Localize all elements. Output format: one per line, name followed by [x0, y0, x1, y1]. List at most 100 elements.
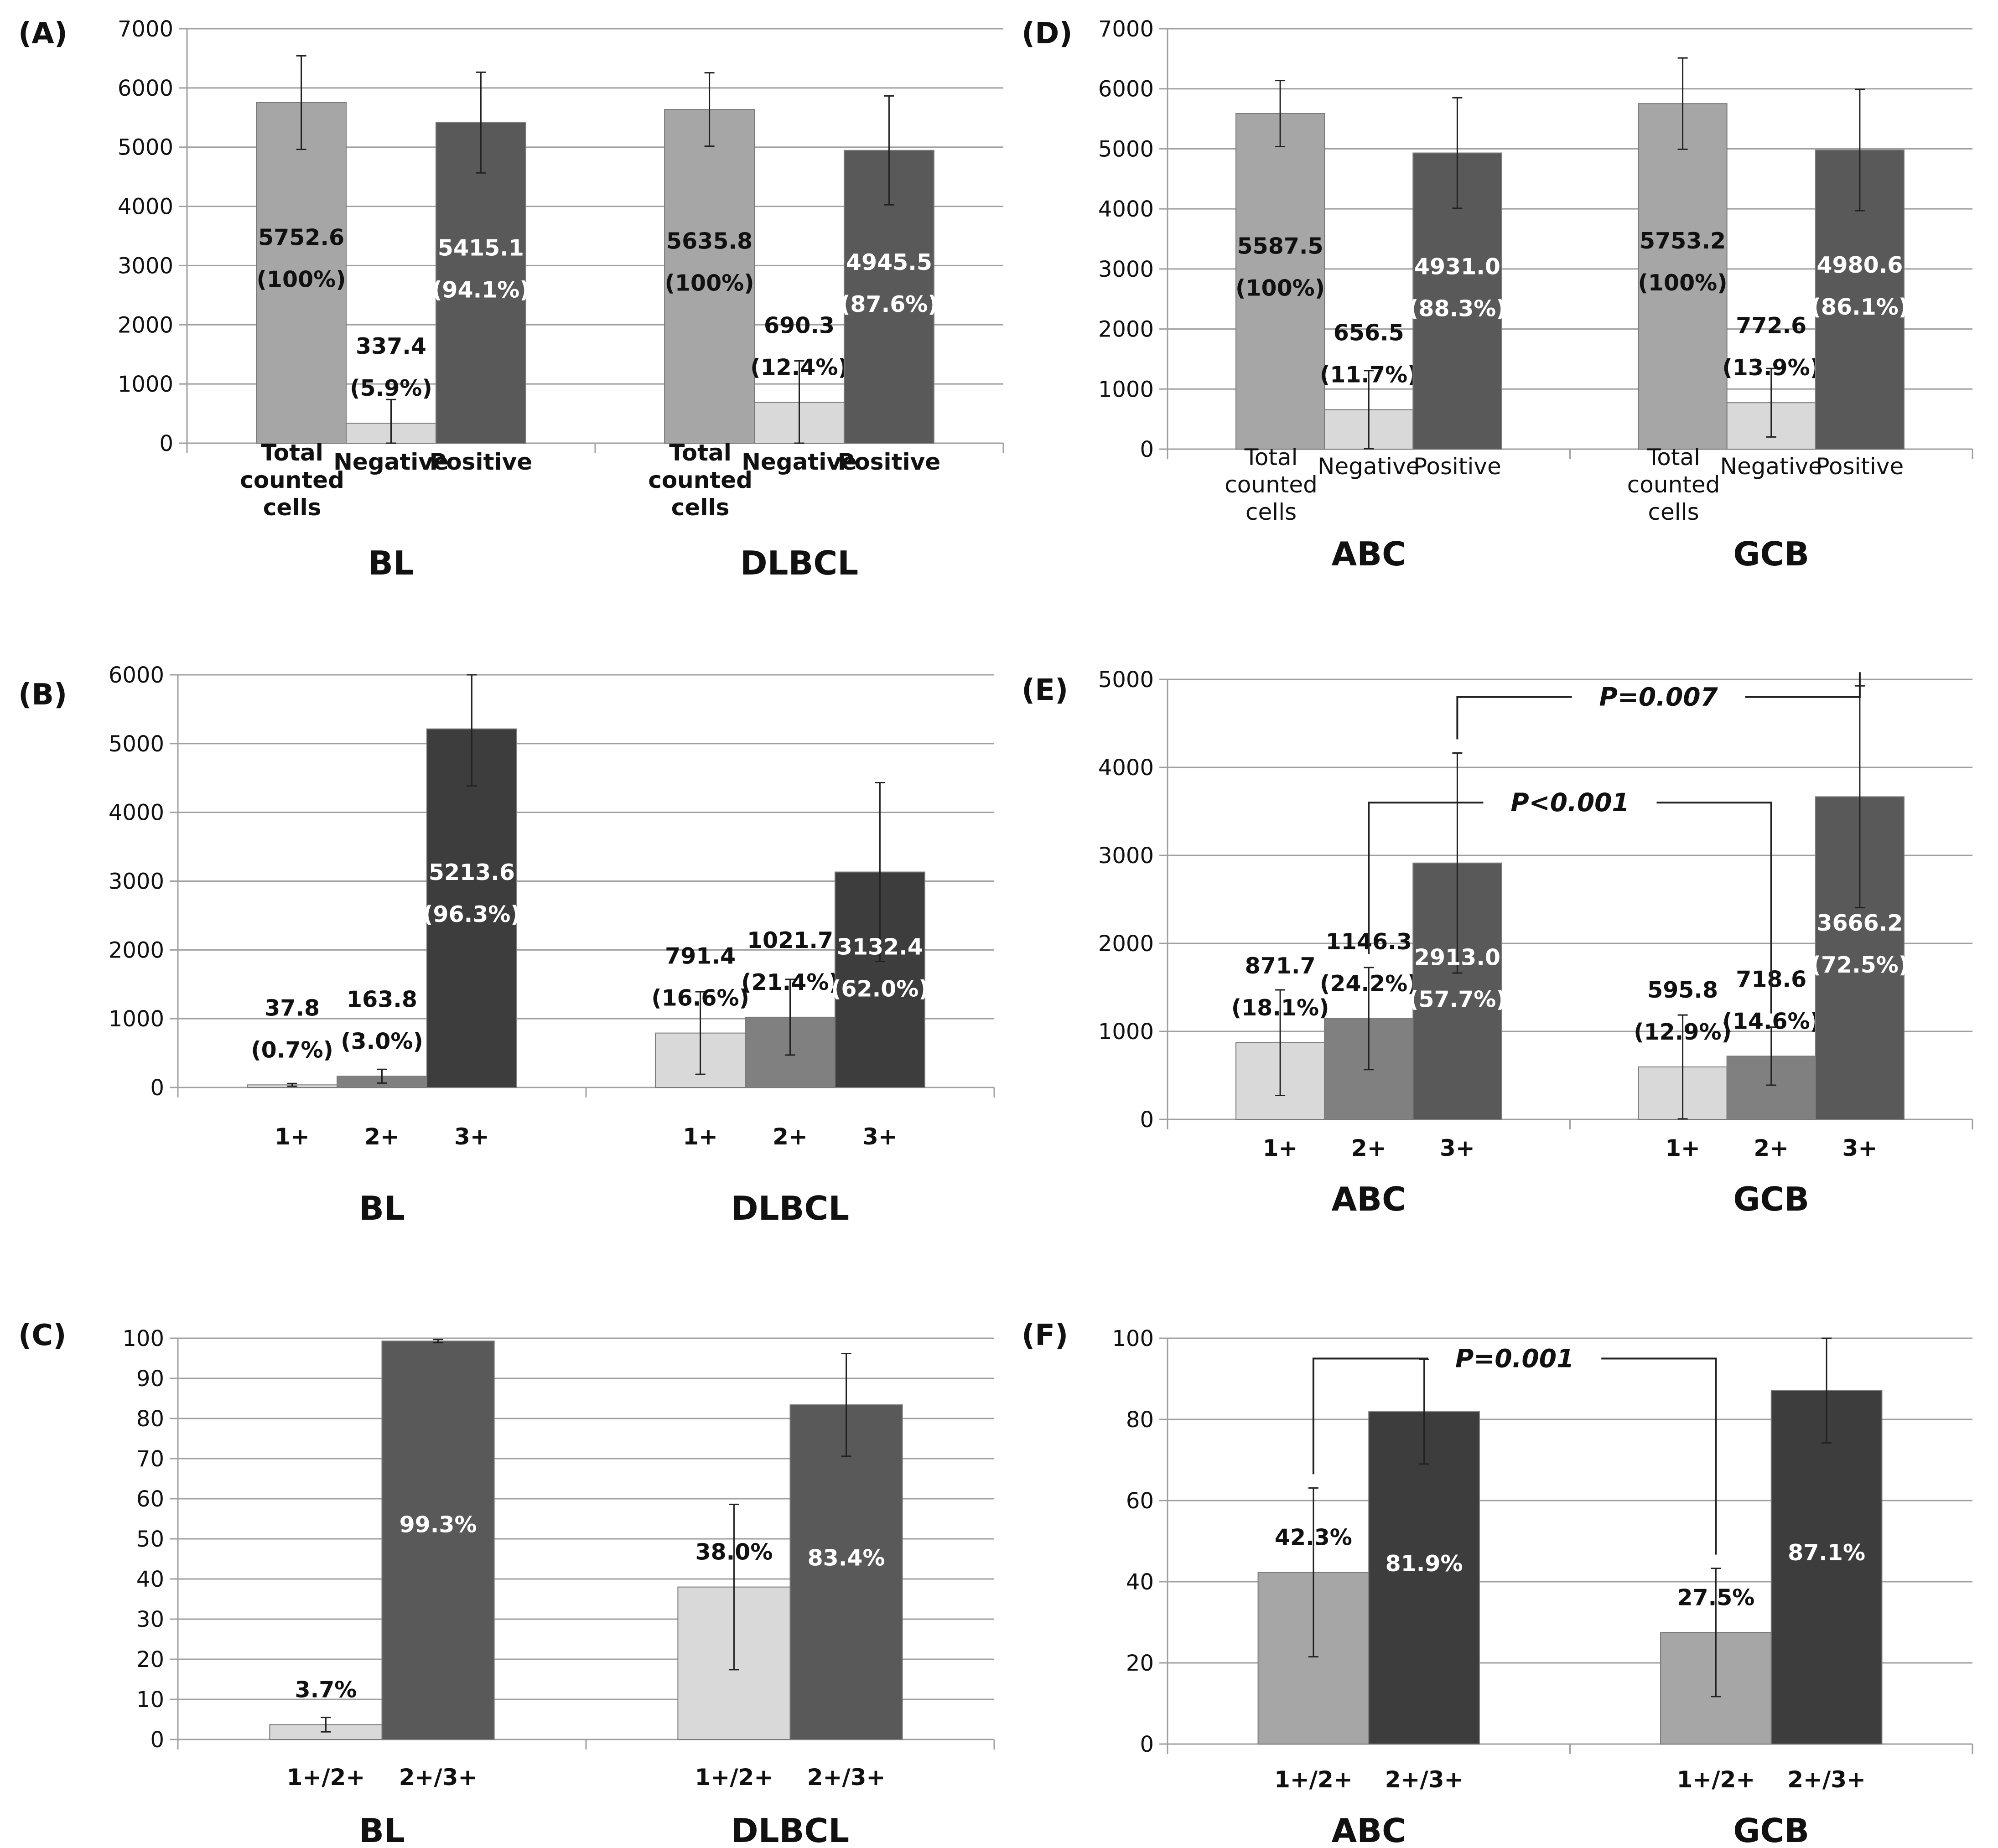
category-label: Positive: [1816, 453, 1904, 480]
data-label: 38.0%: [695, 1539, 773, 1565]
y-tick-label: 3000: [1098, 257, 1154, 282]
p-value-label: P=0.007: [1599, 683, 1718, 712]
category-label: 1+/2+: [287, 1764, 365, 1791]
data-label: 656.5: [1334, 320, 1404, 346]
category-label: cells: [263, 494, 322, 521]
significance-bracket: [1456, 696, 1572, 740]
data-label: 5213.6: [429, 859, 515, 885]
category-label: Negative: [333, 449, 449, 475]
y-tick-label: 6000: [1098, 77, 1154, 102]
chart-panel-b: (B) 0 1000 2000 3000 4000 5000 6000 37.8 (0.7%) 1+…: [18, 663, 995, 1227]
y-tick-label: 3000: [109, 869, 164, 895]
p-value-label: P<0.001: [1510, 788, 1629, 817]
data-label: 83.4%: [808, 1545, 885, 1571]
data-label: 2913.0: [1414, 945, 1500, 971]
category-label: counted: [648, 467, 752, 493]
data-label: (13.9%): [1722, 355, 1820, 381]
y-tick-label: 0: [1140, 437, 1154, 462]
data-label: 163.8: [347, 986, 417, 1012]
y-tick-label: 1000: [109, 1006, 164, 1032]
group-label: GCB: [1733, 1812, 1809, 1846]
data-label: 5635.8: [666, 228, 752, 254]
bar-bl-total-counted-cells: [256, 102, 347, 444]
category-label: 2+/3+: [399, 1764, 477, 1791]
data-label: 4945.5: [846, 249, 932, 275]
panel-label: (D): [1022, 17, 1073, 51]
y-tick-label: 60: [136, 1486, 164, 1512]
bar-bl-2-3-: [381, 1341, 495, 1740]
y-tick-label: 5000: [109, 731, 164, 757]
y-tick-label: 0: [1140, 1732, 1154, 1757]
chart-panel-d: (D) 0 1000 2000 3000 4000 5000 6000 7000 5587.5 (1…: [1022, 16, 1973, 573]
category-label: Positive: [1413, 453, 1501, 480]
data-label: 337.4: [356, 333, 426, 359]
group-label: GCB: [1733, 1180, 1809, 1218]
y-tick-label: 100: [1112, 1326, 1154, 1351]
category-label: counted: [1627, 471, 1720, 498]
data-label: 37.8: [265, 995, 320, 1021]
y-tick-label: 10: [136, 1687, 164, 1713]
category-label: 3+: [454, 1123, 489, 1150]
data-label: (24.2%): [1320, 971, 1418, 997]
data-label: (100%): [257, 267, 346, 293]
y-tick-label: 2000: [118, 312, 173, 338]
y-tick-label: 40: [1126, 1569, 1154, 1595]
significance-bracket: [1745, 672, 1861, 698]
group-label: BL: [359, 1189, 405, 1227]
category-label: 2+: [1351, 1135, 1386, 1161]
group-label: ABC: [1332, 535, 1406, 573]
y-tick-label: 4000: [1098, 197, 1154, 222]
y-tick-label: 80: [136, 1406, 164, 1432]
y-tick-label: 0: [1140, 1107, 1154, 1133]
bar-bl-positive: [435, 122, 526, 444]
y-tick-label: 0: [159, 431, 173, 456]
data-label: 791.4: [665, 943, 736, 969]
category-label: Total: [1646, 444, 1700, 471]
y-tick-label: 60: [1126, 1488, 1154, 1514]
p-value-label: P=0.001: [1455, 1344, 1574, 1373]
category-label: cells: [671, 494, 730, 521]
data-label: (72.5%): [1811, 952, 1909, 978]
y-tick-label: 30: [136, 1607, 164, 1632]
data-label: (94.1%): [432, 277, 530, 303]
category-label: 1+: [683, 1123, 718, 1150]
y-tick-label: 90: [136, 1366, 164, 1392]
panel-label: (F): [1022, 1319, 1068, 1352]
category-label: 3+: [1842, 1135, 1878, 1161]
y-tick-label: 1000: [1098, 377, 1154, 402]
category-label: Positive: [430, 449, 532, 475]
y-tick-label: 4000: [1098, 755, 1154, 781]
significance-bracket: [1312, 1357, 1428, 1475]
y-tick-label: 6000: [118, 76, 173, 101]
data-label: (87.6%): [840, 291, 938, 317]
data-label: (62.0%): [831, 976, 929, 1002]
group-label: DLBCL: [740, 544, 858, 582]
data-label: (0.7%): [251, 1037, 333, 1063]
y-tick-label: 6000: [109, 663, 164, 688]
category-label: Negative: [742, 449, 857, 475]
y-tick-label: 7000: [118, 16, 173, 42]
category-label: 2+: [1754, 1135, 1789, 1161]
y-tick-label: 50: [136, 1527, 164, 1552]
group-label: BL: [359, 1812, 405, 1846]
category-label: 1+: [1263, 1135, 1298, 1161]
data-label: 3.7%: [295, 1677, 357, 1703]
data-label: (57.7%): [1408, 987, 1506, 1013]
y-tick-label: 100: [122, 1326, 164, 1351]
category-label: counted: [240, 467, 344, 493]
panel-label: (C): [18, 1319, 66, 1352]
y-tick-label: 2000: [1098, 931, 1154, 957]
y-tick-label: 3000: [1098, 843, 1154, 869]
data-label: (5.9%): [350, 375, 432, 401]
bar-gcb-2-3-: [1770, 1390, 1883, 1745]
category-label: Total: [669, 440, 732, 466]
data-label: (100%): [665, 270, 754, 296]
data-label: 87.1%: [1788, 1540, 1865, 1566]
y-tick-label: 4000: [118, 194, 173, 220]
y-tick-label: 2000: [1098, 317, 1154, 342]
y-tick-label: 7000: [1098, 16, 1154, 42]
data-label: (16.6%): [651, 985, 749, 1011]
data-label: 4980.6: [1816, 252, 1903, 278]
chart-panel-f: (F) 0 20 40 60 80 100 42.3% 1+/2+ 81.9% 2+/3+ ABC 27…: [1022, 1319, 1973, 1848]
bar-gcb-total-counted-cells: [1638, 103, 1728, 450]
